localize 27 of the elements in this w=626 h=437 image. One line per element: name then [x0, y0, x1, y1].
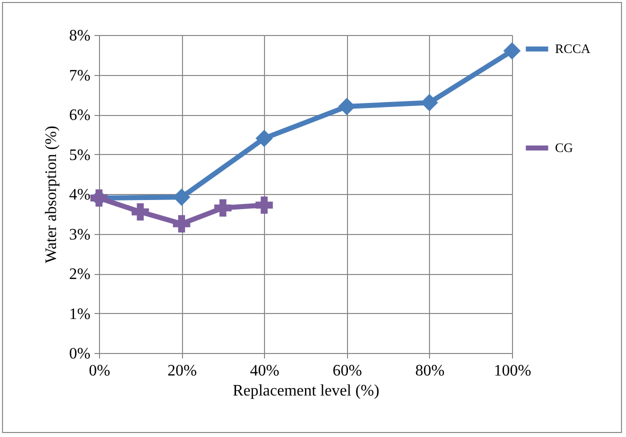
legend-label: CG: [555, 140, 574, 155]
x-tick-label: 100%: [494, 362, 532, 380]
x-tick-label: 0%: [88, 362, 110, 380]
x-axis-title: Replacement level (%): [232, 382, 380, 400]
x-tick-label: 40%: [250, 362, 280, 380]
point: [172, 215, 190, 232]
point: [420, 94, 438, 112]
point: [256, 130, 273, 148]
y-tick-label: 4%: [69, 186, 90, 204]
x-tick-label: 20%: [167, 362, 197, 380]
x-tick-label: 80%: [415, 362, 445, 380]
x-tick-label: 60%: [332, 362, 362, 380]
point: [214, 199, 232, 217]
y-tick-label: 8%: [69, 28, 90, 44]
y-tick-label: 1%: [69, 306, 90, 323]
y-tick-label: 3%: [69, 226, 90, 244]
y-tick-label: 0%: [69, 346, 90, 362]
point: [132, 203, 149, 221]
y-tick-label: 6%: [69, 107, 90, 124]
y-tick-label: 7%: [69, 67, 90, 84]
point: [256, 196, 273, 214]
y-tick-label: 2%: [69, 266, 90, 283]
y-tick-label: 5%: [69, 146, 90, 164]
y-axis-title: Water absorption (%): [43, 126, 60, 264]
legend-label: RCCA: [555, 41, 592, 56]
point: [338, 98, 356, 116]
point: [503, 42, 521, 60]
